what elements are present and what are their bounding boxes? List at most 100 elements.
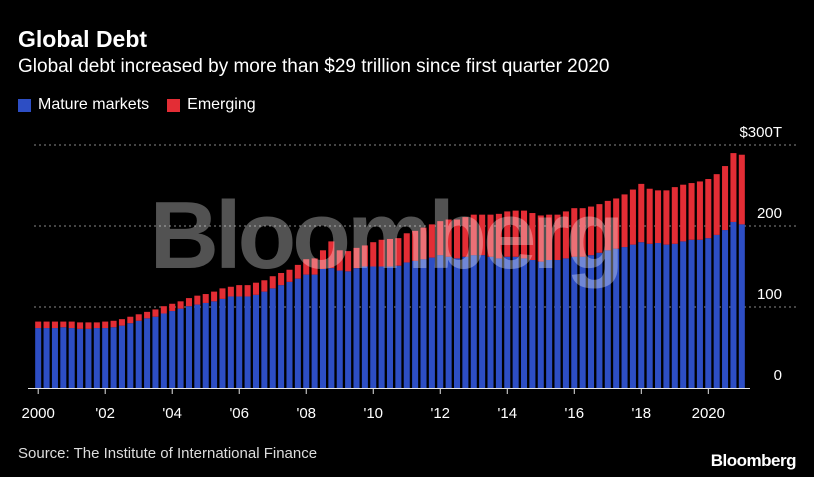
bar-mature bbox=[236, 296, 243, 388]
bar-emerging bbox=[412, 230, 419, 261]
bar-mature bbox=[378, 266, 385, 388]
bar-mature bbox=[738, 224, 745, 388]
bar-emerging bbox=[395, 238, 402, 266]
bar-mature bbox=[479, 255, 486, 388]
bar-mature bbox=[395, 265, 402, 388]
bar-emerging bbox=[85, 322, 92, 329]
bar-emerging bbox=[185, 298, 192, 307]
x-tick-label: '02 bbox=[95, 405, 115, 422]
bar-mature bbox=[328, 268, 335, 388]
bar-emerging bbox=[160, 306, 167, 314]
bar-mature bbox=[638, 242, 645, 388]
bar-emerging bbox=[294, 264, 301, 279]
bar-emerging bbox=[671, 187, 678, 244]
brand-logo: Bloomberg bbox=[710, 451, 797, 470]
bar-mature bbox=[169, 311, 176, 388]
bar-emerging bbox=[127, 316, 134, 324]
bar-mature bbox=[437, 255, 444, 388]
bar-mature bbox=[160, 313, 167, 388]
bar-emerging bbox=[51, 321, 58, 329]
bar-mature bbox=[403, 262, 410, 388]
x-tick-label: '14 bbox=[497, 405, 517, 422]
bar-mature bbox=[688, 239, 695, 388]
legend-swatch-mature bbox=[18, 98, 31, 112]
bar-mature bbox=[655, 243, 662, 388]
bar-emerging bbox=[319, 250, 326, 269]
bar-emerging bbox=[663, 190, 670, 245]
legend-label-emerging: Emerging bbox=[187, 96, 256, 113]
bar-emerging bbox=[336, 250, 343, 271]
bar-mature bbox=[319, 268, 326, 388]
bar-mature bbox=[596, 252, 603, 388]
bar-emerging bbox=[445, 219, 452, 257]
bar-mature bbox=[35, 328, 42, 388]
bar-emerging bbox=[68, 321, 75, 329]
bar-mature bbox=[51, 328, 58, 388]
bar-emerging bbox=[219, 288, 226, 299]
bar-mature bbox=[512, 256, 519, 388]
bar-mature bbox=[722, 230, 729, 388]
bar-emerging bbox=[135, 314, 142, 321]
bar-emerging bbox=[370, 242, 377, 267]
bar-emerging bbox=[386, 238, 394, 267]
chart-subtitle: Global debt increased by more than $29 t… bbox=[18, 56, 610, 77]
bar-emerging bbox=[311, 258, 318, 275]
bar-emerging bbox=[546, 214, 553, 261]
bar-emerging bbox=[378, 239, 385, 267]
bar-mature bbox=[537, 261, 544, 388]
bar-mature bbox=[278, 285, 285, 388]
bar-mature bbox=[546, 260, 553, 388]
bar-emerging bbox=[579, 208, 586, 257]
bar-emerging bbox=[420, 227, 427, 260]
bar-emerging bbox=[102, 321, 109, 329]
bar-mature bbox=[152, 316, 159, 388]
bar-mature bbox=[252, 294, 259, 388]
x-tick-label: 2000 bbox=[22, 405, 55, 422]
bar-mature bbox=[219, 298, 226, 388]
bloomberg-watermark: Bloomberg bbox=[150, 182, 621, 289]
x-tick-label: '08 bbox=[296, 405, 316, 422]
bar-mature bbox=[303, 274, 310, 388]
bar-mature bbox=[345, 271, 352, 388]
bar-emerging bbox=[403, 233, 410, 263]
bar-emerging bbox=[596, 204, 603, 253]
bar-emerging bbox=[722, 166, 729, 231]
bar-mature bbox=[144, 318, 151, 388]
bar-mature bbox=[521, 258, 528, 388]
bar-emerging bbox=[495, 213, 502, 259]
bar-mature bbox=[571, 256, 578, 388]
bar-mature bbox=[671, 243, 678, 388]
bar-mature bbox=[412, 260, 419, 388]
bar-emerging bbox=[110, 320, 117, 328]
bar-mature bbox=[554, 260, 561, 388]
bar-emerging bbox=[504, 211, 511, 257]
bar-mature bbox=[118, 325, 125, 388]
bar-emerging bbox=[588, 206, 595, 256]
bar-mature bbox=[487, 256, 494, 388]
y-tick-label: 100 bbox=[757, 286, 782, 303]
bar-emerging bbox=[269, 276, 276, 289]
source-note: Source: The Institute of International F… bbox=[18, 445, 318, 462]
bar-mature bbox=[194, 304, 201, 388]
bar-emerging bbox=[470, 214, 477, 256]
bar-emerging bbox=[43, 321, 50, 329]
bar-mature bbox=[621, 247, 628, 388]
bar-emerging bbox=[512, 210, 519, 257]
bar-emerging bbox=[730, 153, 737, 222]
chart-legend: Mature markets Emerging bbox=[18, 96, 274, 114]
bar-emerging bbox=[118, 319, 125, 326]
bar-mature bbox=[85, 328, 92, 388]
bar-emerging bbox=[177, 301, 184, 309]
bar-mature bbox=[646, 243, 653, 388]
y-tick-label: 0 bbox=[774, 367, 782, 384]
x-tick-label: '18 bbox=[632, 405, 652, 422]
bar-mature bbox=[311, 274, 318, 388]
x-tick-label: '04 bbox=[162, 405, 182, 422]
bar-mature bbox=[730, 221, 737, 388]
bar-mature bbox=[185, 306, 192, 388]
bar-emerging bbox=[646, 188, 653, 244]
bar-mature bbox=[127, 323, 134, 388]
bar-emerging bbox=[252, 282, 259, 295]
x-tick-label: '16 bbox=[565, 405, 585, 422]
